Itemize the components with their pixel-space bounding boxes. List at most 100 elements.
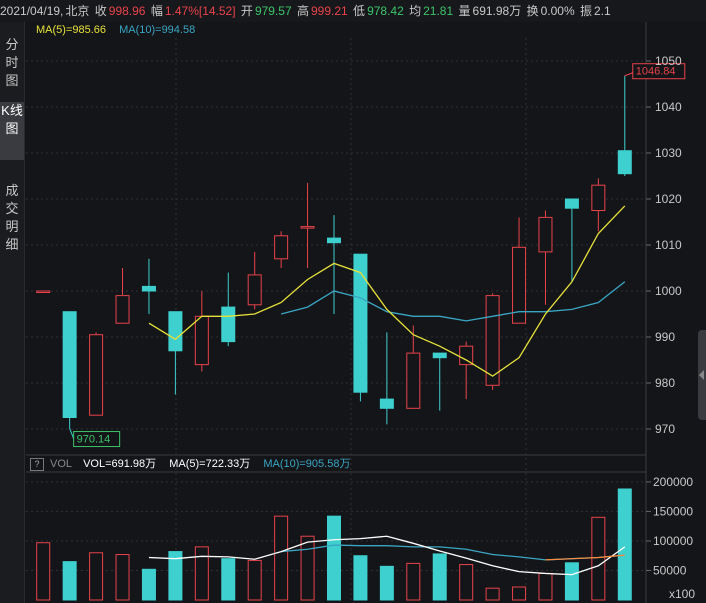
quote-location: 北京: [65, 4, 90, 18]
y-axis: 1050 1040 1030 1020 1010 1000 990 980 970 200000 1…: [646, 54, 695, 601]
volume-bar: [406, 562, 421, 601]
ma10-line: [280, 281, 626, 322]
volume-bar: [327, 515, 341, 601]
price-tick-label: 1050: [655, 54, 682, 68]
candle-body: [89, 334, 104, 416]
tab-trade-details[interactable]: 成交明细: [0, 182, 24, 258]
candle-body: [459, 345, 474, 366]
help-button[interactable]: ?: [30, 457, 44, 471]
amplitude-label: 幅: [150, 4, 163, 18]
volume-unit-label: x100: [669, 587, 695, 601]
amplitude-value: 1.47%[14.52]: [164, 4, 236, 18]
tab-kline-label: K线图: [1, 103, 23, 136]
average-value: 21.81: [423, 4, 454, 18]
candle-body: [141, 285, 156, 292]
legend-ma10: MA(10)=994.58: [119, 24, 196, 36]
volume-value: 691.98万: [472, 4, 522, 18]
price-tick-label: 1000: [655, 284, 682, 298]
vol-ma5-line: [148, 535, 626, 576]
candle-body: [300, 226, 315, 229]
volume-label: 量: [458, 4, 471, 18]
low-label: 低: [353, 4, 366, 18]
candle-body: [406, 352, 421, 409]
max-tag-box: [632, 63, 686, 80]
price-legend: MA(5)=985.66 MA(10)=994.58: [36, 22, 205, 38]
swing-value: 2.1: [593, 4, 611, 18]
vol-ma5: MA(5)=722.33万: [169, 458, 251, 470]
min-tag-box: [73, 431, 121, 448]
chart-grid: [26, 22, 647, 603]
quote-date: 2021/04/19,: [0, 4, 64, 18]
volume-bar: [141, 568, 156, 601]
collapse-panel-handle[interactable]: [698, 330, 706, 420]
volume-bar: [115, 554, 130, 601]
volume-bar: [89, 552, 104, 601]
swing-label: 振: [579, 4, 592, 18]
candle-body: [538, 216, 553, 253]
turnover-value: 0.00%: [540, 4, 575, 18]
min-label: 970.14: [77, 434, 111, 446]
high-label: 高: [296, 4, 309, 18]
candle-body: [115, 295, 130, 324]
price-tick-label: 1030: [655, 146, 682, 160]
tab-trade-details-label: 成交明细: [5, 183, 19, 252]
tab-kline[interactable]: K线图: [0, 102, 24, 160]
volume-tick-label: 150000: [653, 504, 693, 518]
candle-body: [327, 237, 341, 244]
candle-body: [247, 274, 262, 306]
min-pointer: [69, 428, 75, 439]
volume-bar: [591, 516, 606, 601]
candle-body: [379, 398, 394, 409]
volume-tick-label: 50000: [653, 563, 687, 577]
price-tick-label: 980: [655, 376, 675, 390]
volume-bar: [512, 586, 527, 601]
tab-intraday[interactable]: 分时图: [0, 36, 24, 90]
candle-body: [485, 295, 500, 386]
tab-intraday-label: 分时图: [5, 37, 19, 88]
candle-body: [194, 315, 209, 366]
candle-body: [36, 290, 51, 293]
vol-indicator-name[interactable]: VOL: [50, 458, 73, 470]
volume-legend: ? VOL VOL=691.98万 MA(5)=722.33万 MA(10)=90…: [30, 456, 350, 472]
volume-tick-label: 100000: [653, 534, 693, 548]
volume-bar: [194, 546, 209, 601]
candle-body: [353, 253, 368, 393]
average-label: 均: [409, 4, 422, 18]
price-tick-label: 990: [655, 330, 675, 344]
close-value: 998.96: [108, 4, 146, 18]
legend-ma5: MA(5)=985.66: [36, 24, 107, 36]
volume-bar: [564, 562, 579, 601]
candle-body: [591, 184, 606, 211]
low-value: 978.42: [367, 4, 404, 18]
max-pointer: [624, 72, 633, 77]
max-label: 1046.84: [636, 66, 676, 78]
high-value: 999.21: [311, 4, 348, 18]
candle-body: [168, 311, 183, 352]
volume-bar: [168, 551, 183, 601]
volume-bar: [432, 553, 447, 601]
volume-bar: [379, 565, 394, 601]
vol-ma10: MA(10)=905.58万: [263, 458, 351, 470]
candle-body: [274, 235, 289, 260]
candle-body: [564, 198, 579, 209]
candle-body: [512, 246, 527, 324]
candle-body: [221, 306, 236, 343]
price-tick-label: 1020: [655, 192, 682, 206]
volume-bar: [62, 561, 77, 601]
ma5-line: [148, 205, 626, 377]
price-tick-label: 1010: [655, 238, 682, 252]
volume-bar: [353, 555, 368, 601]
candle-body: [432, 352, 447, 359]
vol-ma10-tail: [545, 554, 625, 561]
volume-bar: [459, 564, 474, 601]
quote-header-bar: 2021/04/19, 北京 收 998.96 幅 1.47%[14.52] 开 979…: [0, 0, 706, 22]
price-series: 1046.84 970.14: [36, 63, 686, 448]
vol-value: VOL=691.98万: [83, 458, 157, 470]
candle-body: [617, 150, 632, 175]
open-label: 开: [240, 4, 253, 18]
candle-body: [62, 311, 77, 419]
volume-bar: [274, 515, 289, 601]
volume-bar: [617, 488, 632, 601]
volume-bar: [221, 558, 236, 601]
